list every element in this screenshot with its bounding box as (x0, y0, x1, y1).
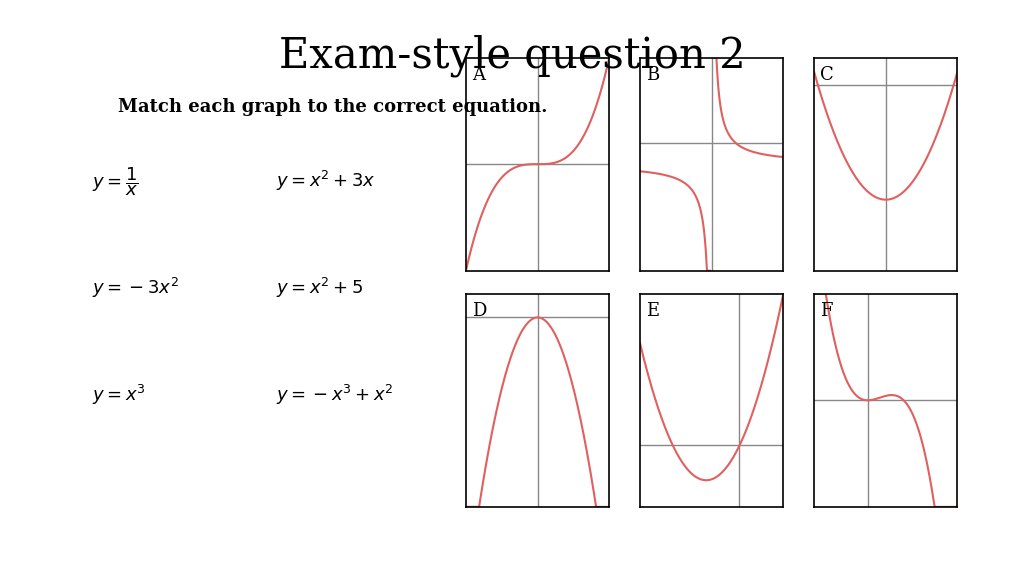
Text: Exam-style question 2: Exam-style question 2 (279, 35, 745, 77)
Text: $y = -x^3 + x^2$: $y = -x^3 + x^2$ (276, 382, 394, 407)
Text: $y = x^2 + 5$: $y = x^2 + 5$ (276, 276, 364, 300)
Text: $y = \dfrac{1}{x}$: $y = \dfrac{1}{x}$ (92, 165, 139, 198)
Text: $y = x^3$: $y = x^3$ (92, 382, 145, 407)
Text: F: F (820, 302, 833, 320)
Text: B: B (646, 66, 659, 84)
Text: E: E (646, 302, 658, 320)
Text: D: D (472, 302, 486, 320)
Text: $y = -3x^2$: $y = -3x^2$ (92, 276, 179, 300)
Text: C: C (820, 66, 834, 84)
Text: A: A (472, 66, 484, 84)
Text: Match each graph to the correct equation.: Match each graph to the correct equation… (118, 98, 547, 116)
Text: $y = x^2 + 3x$: $y = x^2 + 3x$ (276, 169, 376, 194)
